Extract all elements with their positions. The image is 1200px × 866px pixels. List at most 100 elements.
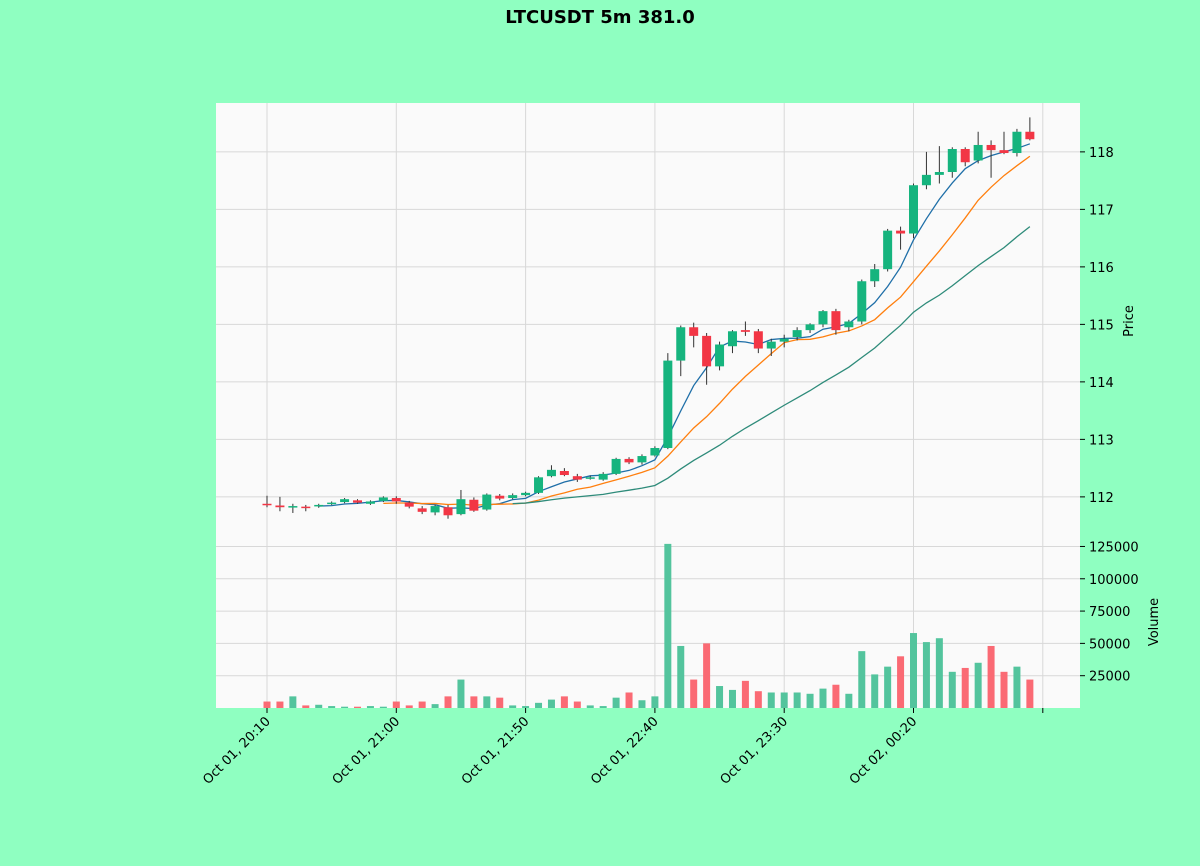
volume-bar — [522, 706, 530, 708]
candle-body — [262, 503, 272, 506]
volume-bar — [1013, 666, 1021, 708]
candle-body — [417, 508, 427, 512]
volume-bar — [509, 705, 517, 708]
volume-bar — [560, 696, 568, 708]
candle-body — [689, 327, 699, 336]
candle-body — [353, 500, 363, 503]
volume-bar — [845, 693, 853, 708]
candle-body — [598, 473, 608, 480]
volume-bar — [871, 674, 879, 708]
volume-bar — [483, 696, 491, 708]
candle-body — [921, 174, 931, 186]
x-tick-label: Oct 01, 21:00 — [330, 714, 403, 787]
volume-bar — [935, 638, 943, 708]
candle-body — [482, 494, 492, 510]
candle-body — [521, 492, 531, 496]
volume-bar — [418, 701, 426, 708]
volume-bar — [612, 697, 620, 708]
candle-body — [870, 269, 880, 282]
volume-bar — [638, 700, 646, 708]
candle-body — [1025, 131, 1035, 140]
candle-body — [792, 330, 802, 338]
candle-body — [340, 499, 350, 503]
candle-body — [314, 504, 324, 507]
candle-body — [909, 185, 918, 234]
candle-body — [624, 458, 634, 463]
price-panel — [216, 103, 1080, 540]
candle-body — [999, 150, 1009, 154]
x-tick-label: Oct 02, 00:20 — [847, 714, 920, 787]
candle-body — [327, 502, 337, 505]
candle-body — [534, 477, 544, 493]
volume-bar — [341, 706, 349, 708]
y-tick-label: 113 — [1089, 433, 1114, 448]
candle-body — [676, 327, 686, 361]
volume-bar — [961, 667, 969, 708]
y-tick-label: 117 — [1089, 203, 1114, 218]
volume-bar — [625, 692, 633, 708]
price-axis-label: Price — [1122, 305, 1137, 337]
volume-bar — [405, 705, 413, 708]
candle-body — [637, 456, 647, 463]
candle-body — [727, 331, 737, 347]
volume-bar — [858, 651, 866, 708]
candle-body — [844, 321, 854, 328]
candle-body — [1012, 131, 1022, 154]
candle-body — [508, 495, 518, 499]
candle-body — [456, 499, 466, 515]
volume-bar — [780, 692, 788, 708]
x-tick-label: Oct 01, 23:30 — [718, 714, 791, 787]
x-tick-label: Oct 01, 20:10 — [200, 714, 273, 787]
candle-body — [831, 311, 841, 331]
volume-bar — [664, 543, 672, 708]
volume-bar — [793, 692, 801, 708]
candle-body — [973, 144, 983, 161]
candle-body — [947, 149, 957, 172]
volume-bar — [741, 680, 749, 708]
volume-bar — [948, 671, 956, 708]
volume-tick-label: 50000 — [1089, 637, 1130, 652]
candle-body — [404, 502, 414, 507]
candle-body — [365, 501, 375, 504]
volume-bar — [379, 706, 387, 708]
volume-bar — [444, 696, 452, 708]
volume-bar — [496, 697, 504, 708]
candle-body — [650, 448, 660, 456]
volume-bar — [754, 691, 762, 708]
volume-bar — [728, 689, 736, 708]
volume-bar — [302, 705, 310, 708]
candle-body — [715, 344, 725, 367]
volume-bar — [535, 702, 543, 708]
candles — [262, 117, 1035, 519]
candle-body — [611, 458, 621, 474]
candle-body — [960, 149, 970, 163]
candle-body — [740, 330, 750, 332]
volume-bar — [703, 643, 711, 708]
x-tick-label: Oct 01, 21:50 — [459, 714, 532, 787]
volume-bar — [366, 706, 374, 708]
candle-body — [805, 324, 815, 331]
volume-tick-label: 125000 — [1089, 540, 1139, 555]
volume-bar — [599, 706, 607, 708]
candle-body — [857, 281, 867, 322]
volume-axis-label: Volume — [1147, 598, 1162, 646]
moving-average-line — [318, 143, 1031, 510]
volume-bar — [651, 696, 659, 708]
candle-body — [559, 471, 569, 476]
candle-body — [443, 507, 453, 516]
volume-bar — [832, 684, 840, 708]
y-tick-label: 116 — [1089, 261, 1114, 276]
volume-bar — [910, 633, 917, 708]
volume-bar — [547, 699, 555, 708]
candle-body — [288, 506, 298, 508]
volume-bar — [1000, 671, 1008, 708]
volume-tick-label: 75000 — [1089, 605, 1130, 620]
volume-bar — [806, 693, 814, 708]
candle-body — [585, 477, 595, 479]
y-tick-label: 115 — [1089, 318, 1114, 333]
volume-bar — [315, 704, 323, 708]
y-tick-label: 112 — [1089, 491, 1114, 506]
volume-bar — [987, 645, 995, 708]
volume-bar — [884, 666, 892, 708]
